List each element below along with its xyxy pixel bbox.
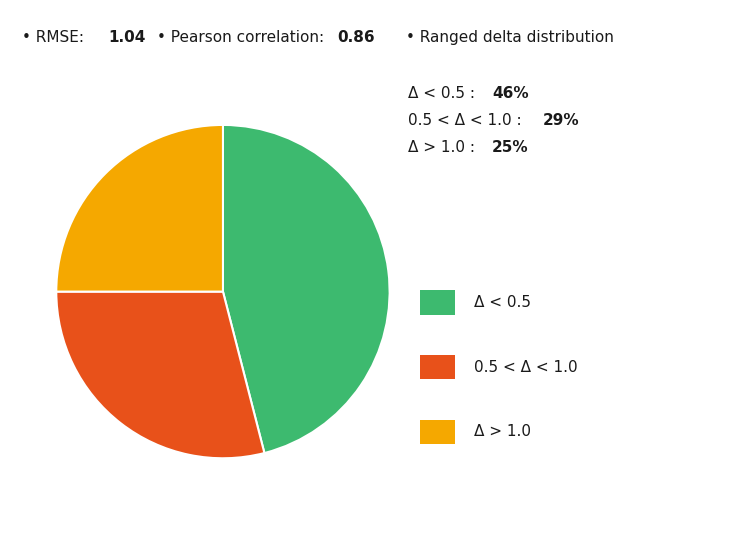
Text: • RMSE:: • RMSE: [22, 30, 88, 45]
Text: 46%: 46% [492, 86, 529, 102]
Text: 29%: 29% [542, 113, 579, 129]
Text: Δ > 1.0 :: Δ > 1.0 : [408, 140, 480, 156]
Text: 0.5 < Δ < 1.0 :: 0.5 < Δ < 1.0 : [408, 113, 526, 129]
Text: Δ < 0.5: Δ < 0.5 [474, 295, 531, 310]
Text: 1.04: 1.04 [108, 30, 145, 45]
Text: Δ < 0.5 :: Δ < 0.5 : [408, 86, 480, 102]
Wedge shape [56, 125, 223, 292]
Text: 25%: 25% [492, 140, 529, 156]
Text: • Pearson correlation:: • Pearson correlation: [157, 30, 329, 45]
Wedge shape [56, 292, 265, 458]
Text: Δ > 1.0: Δ > 1.0 [474, 424, 531, 440]
Text: • Ranged delta distribution: • Ranged delta distribution [406, 30, 613, 45]
Text: 0.86: 0.86 [338, 30, 375, 45]
Wedge shape [223, 125, 390, 453]
Text: 0.5 < Δ < 1.0: 0.5 < Δ < 1.0 [474, 360, 577, 375]
